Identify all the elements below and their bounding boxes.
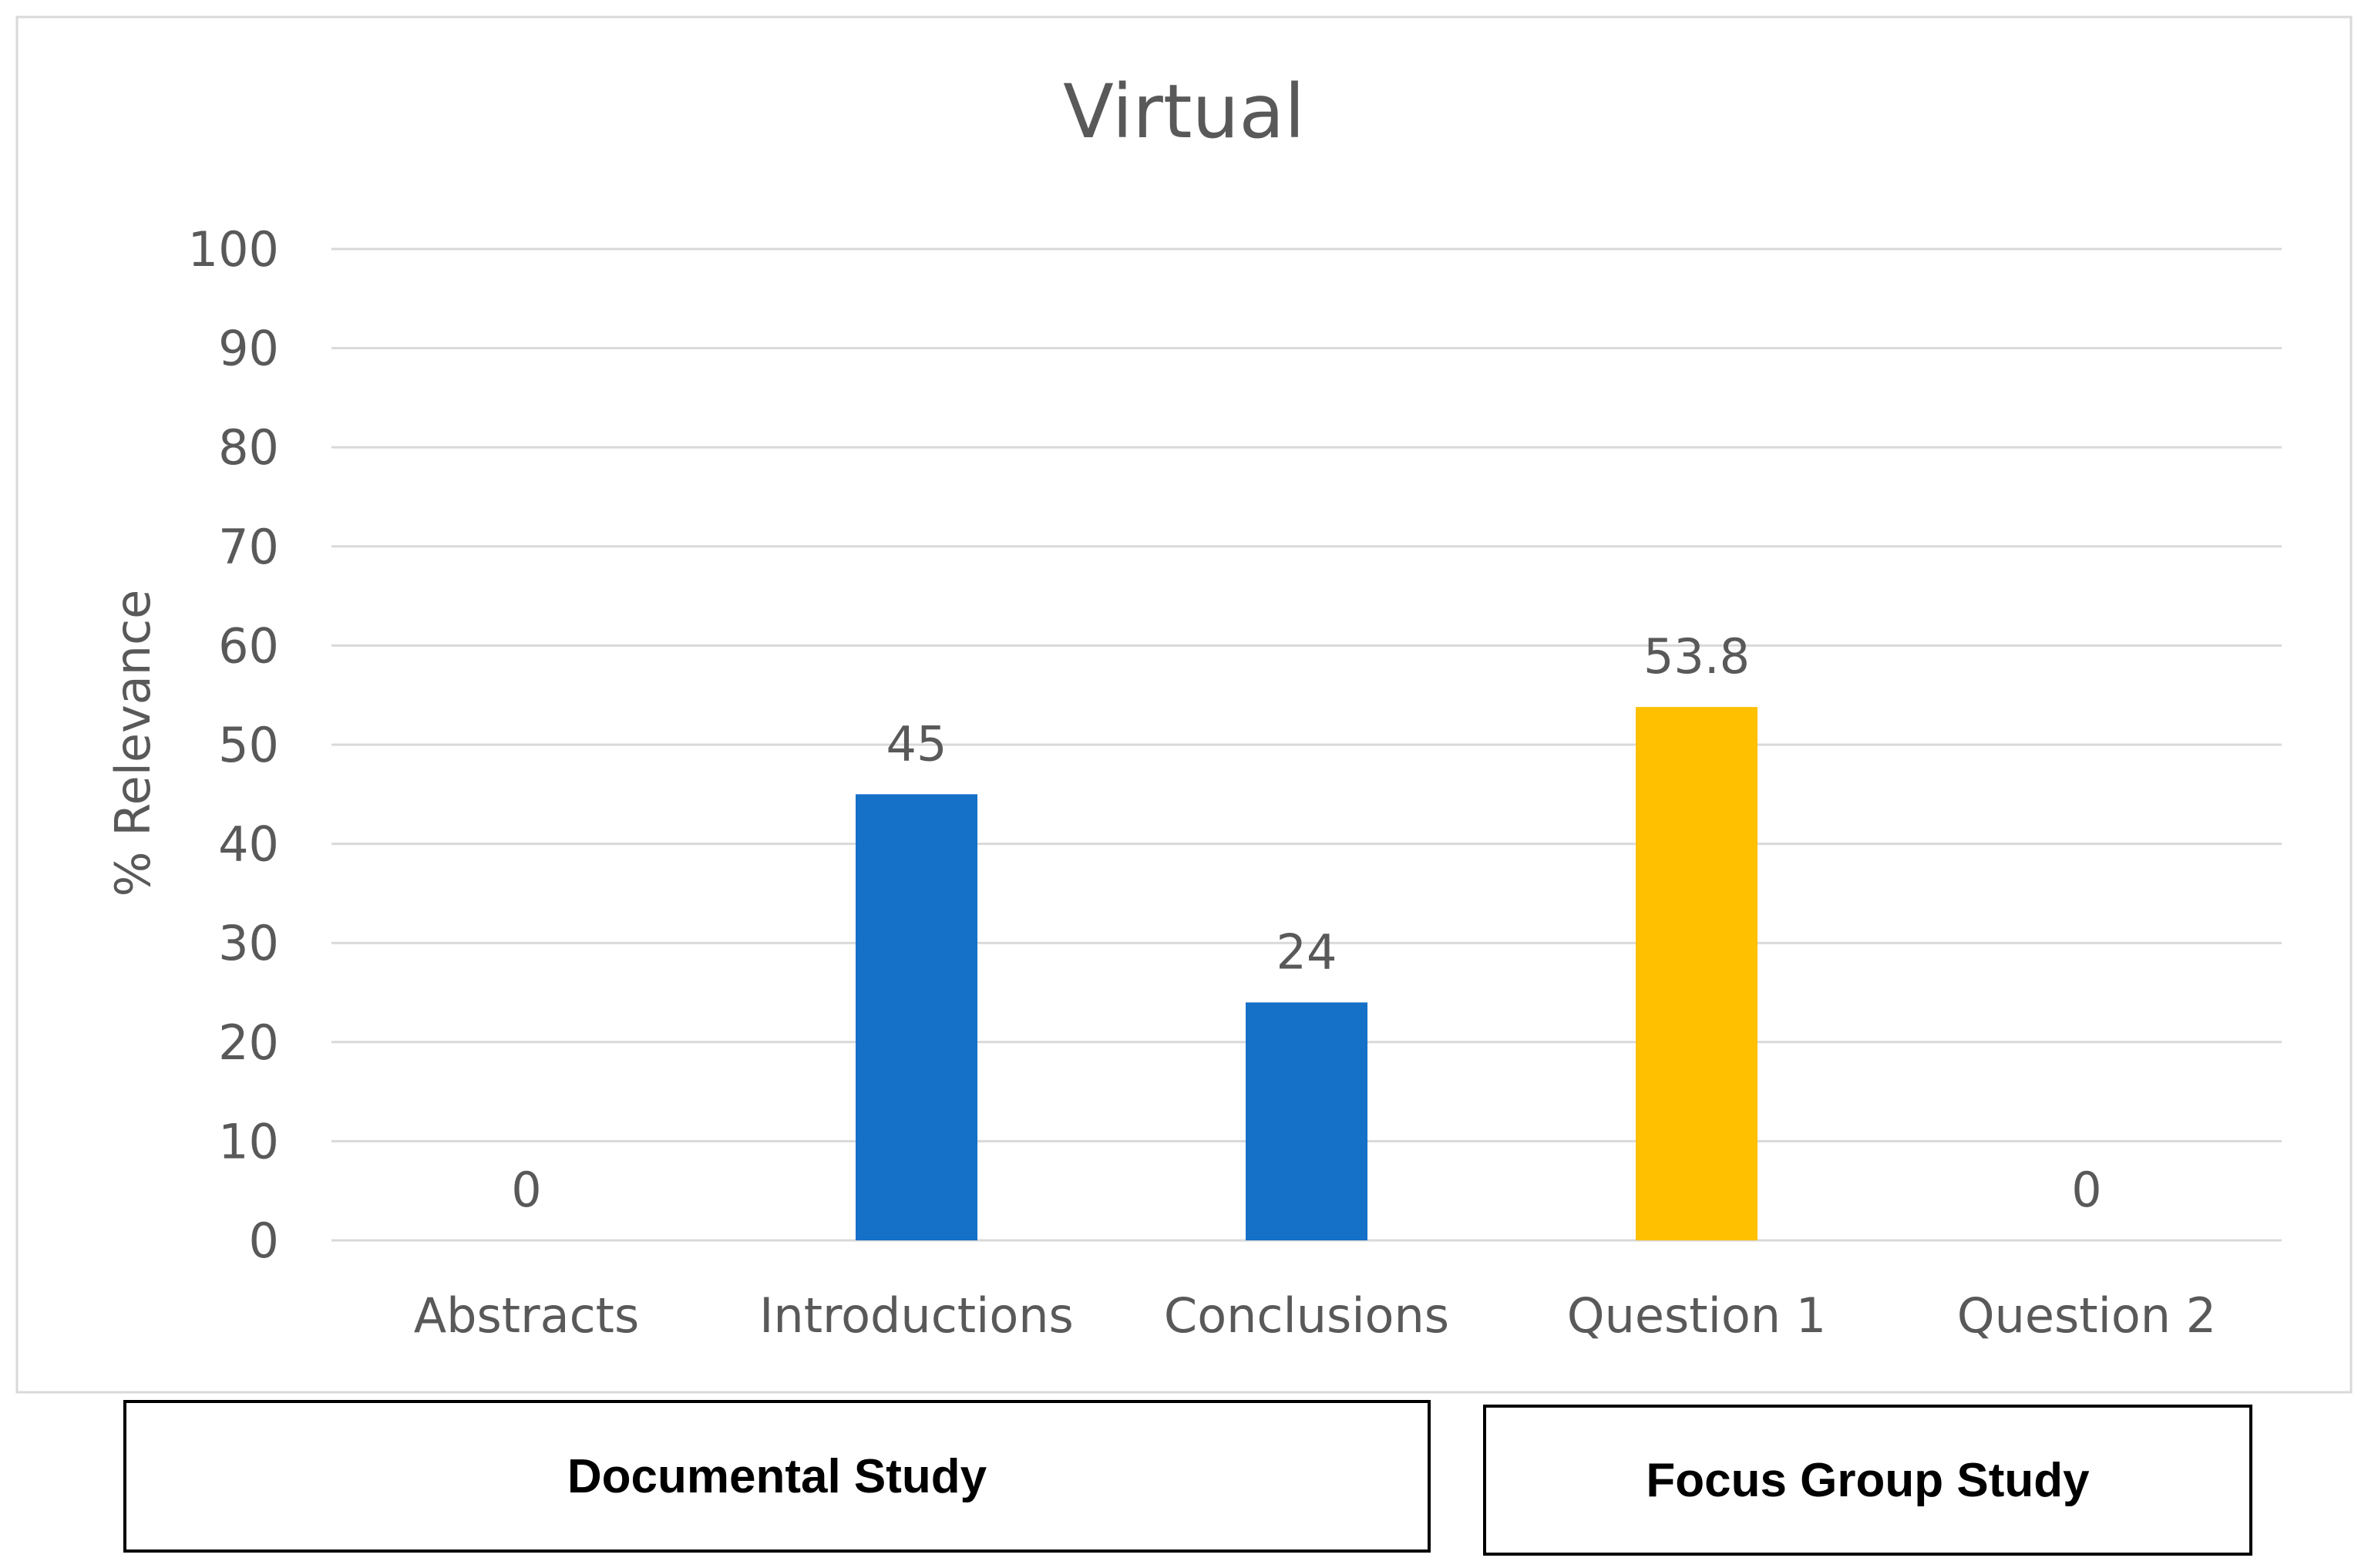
gridlines bbox=[331, 247, 2282, 1242]
data-label: 24 bbox=[1276, 924, 1337, 980]
focus-group-study-box: Focus Group Study bbox=[1483, 1405, 2252, 1556]
y-tick-label: 80 bbox=[218, 419, 279, 476]
x-tick-label: Abstracts bbox=[414, 1287, 640, 1344]
chart-area-border bbox=[15, 15, 2353, 1394]
bar-question-1 bbox=[1636, 707, 1758, 1240]
y-tick-label: 30 bbox=[218, 915, 279, 971]
y-tick-label: 70 bbox=[218, 519, 279, 575]
y-tick-label: 50 bbox=[218, 717, 279, 773]
bar-introductions bbox=[856, 794, 977, 1240]
data-label: 53.8 bbox=[1643, 628, 1750, 685]
x-tick-label: Introductions bbox=[759, 1287, 1074, 1344]
bars bbox=[856, 707, 1758, 1240]
data-label: 45 bbox=[886, 715, 947, 772]
y-tick-label: 20 bbox=[218, 1014, 279, 1071]
chart-title: Virtual bbox=[1063, 69, 1305, 155]
y-tick-label: 40 bbox=[218, 816, 279, 873]
x-tick-label: Question 1 bbox=[1567, 1287, 1826, 1344]
bar-conclusions bbox=[1246, 1002, 1367, 1240]
labels: 0 10 20 30 40 50 60 70 80 90 100 0 Abstracts 45 Introd… bbox=[188, 221, 2217, 1344]
y-tick-label: 60 bbox=[218, 617, 279, 674]
y-tick-label: 10 bbox=[218, 1113, 279, 1169]
data-label: 0 bbox=[2071, 1162, 2101, 1218]
y-axis-label: % Relevance bbox=[105, 590, 161, 897]
y-tick-label: 90 bbox=[218, 321, 279, 377]
y-tick-label: 100 bbox=[188, 221, 279, 278]
x-tick-label: Question 2 bbox=[1957, 1287, 2216, 1344]
data-label: 0 bbox=[511, 1162, 541, 1218]
x-tick-label: Conclusions bbox=[1164, 1287, 1449, 1344]
y-tick-label: 0 bbox=[249, 1213, 279, 1269]
documental-study-box: Documental Study bbox=[123, 1400, 1431, 1553]
